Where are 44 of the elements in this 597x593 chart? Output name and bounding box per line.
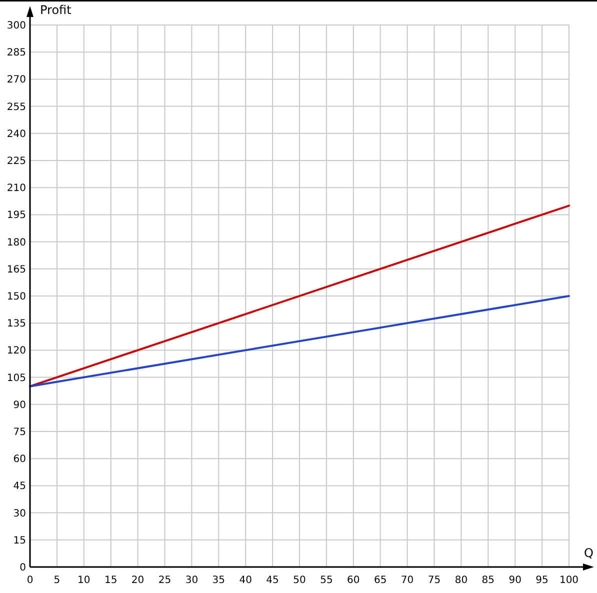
y-tick-label: 30 [13,508,26,520]
x-tick-label: 60 [347,575,360,586]
y-tick-label: 180 [6,237,26,248]
x-tick-label: 25 [158,575,172,586]
x-tick-label: 75 [428,575,441,586]
x-tick-label: 5 [54,575,60,586]
x-tick-label: 10 [78,575,90,586]
y-tick-label: 60 [13,454,26,466]
y-tick-label: 165 [6,264,26,276]
y-axis-title: Profit [40,3,72,17]
x-tick-label: 35 [212,575,226,586]
y-tick-label: 45 [13,481,26,492]
x-tick-label: 55 [320,575,333,586]
y-tick-label: 105 [6,372,26,384]
y-tick-label: 75 [13,427,26,438]
x-tick-label: 45 [266,575,279,586]
y-tick-label: 285 [6,48,26,59]
y-tick-label: 270 [6,74,26,86]
x-tick-label: 70 [400,575,414,586]
y-tick-label: 195 [6,210,26,222]
y-tick-label: 0 [20,562,26,574]
y-tick-label: 210 [6,183,26,194]
x-tick-label: 80 [454,575,468,586]
x-tick-label: 100 [559,575,579,586]
x-tick-label: 20 [131,575,144,586]
x-axis-title: Q [584,546,594,560]
y-tick-label: 90 [13,400,26,411]
x-tick-label: 30 [185,575,198,586]
y-tick-label: 225 [6,156,26,167]
y-tick-label: 300 [6,20,26,32]
x-tick-label: 85 [482,575,495,586]
x-tick-label: 15 [104,575,118,586]
x-tick-label: 95 [536,575,548,586]
x-tick-label: 40 [239,575,252,586]
y-tick-label: 150 [6,292,26,302]
y-tick-label: 240 [6,128,26,140]
y-tick-label: 15 [13,535,26,546]
x-tick-label: 50 [293,575,306,586]
y-tick-label: 135 [6,318,26,330]
x-tick-label: 90 [508,575,522,586]
x-tick-label: 0 [26,575,34,586]
x-tick-label: 65 [374,575,387,586]
y-tick-label: 255 [6,102,26,113]
y-tick-label: 120 [6,346,26,357]
